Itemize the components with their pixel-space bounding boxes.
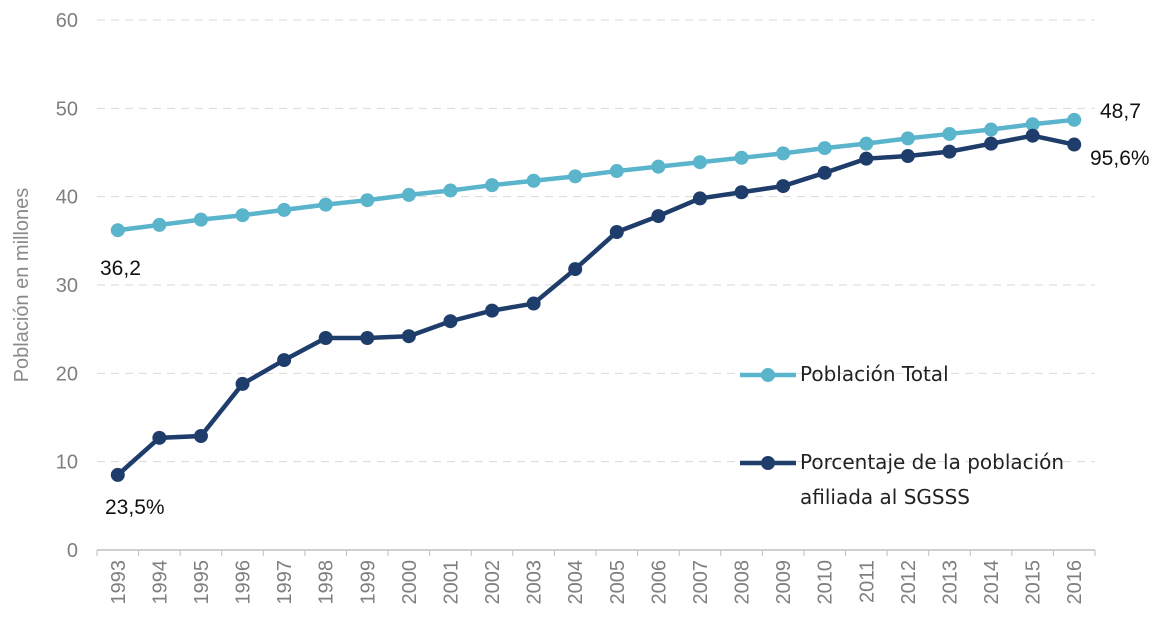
data-point bbox=[900, 131, 915, 146]
data-point bbox=[360, 193, 375, 208]
data-point bbox=[734, 185, 749, 200]
data-point bbox=[651, 209, 666, 224]
x-tick-label: 2012 bbox=[898, 560, 920, 605]
data-point bbox=[485, 178, 500, 193]
data-point bbox=[609, 225, 624, 239]
data-point bbox=[318, 197, 333, 212]
data-point bbox=[776, 179, 791, 194]
x-tick-label: 2016 bbox=[1064, 560, 1086, 605]
annotation: 48,7 bbox=[1100, 100, 1141, 123]
data-point bbox=[1025, 128, 1040, 143]
data-point bbox=[443, 183, 458, 198]
x-tick-label: 2009 bbox=[773, 560, 795, 605]
x-tick-label: 1994 bbox=[149, 560, 171, 605]
data-point bbox=[817, 141, 832, 156]
x-tick-label: 2007 bbox=[690, 560, 712, 605]
y-tick-label: 20 bbox=[56, 363, 78, 385]
x-tick-label: 2001 bbox=[440, 560, 462, 605]
x-tick-label: 2005 bbox=[607, 560, 629, 605]
data-point bbox=[235, 208, 250, 223]
y-axis-label: Población en millones bbox=[11, 188, 33, 383]
data-point bbox=[526, 173, 541, 188]
data-point bbox=[110, 467, 125, 482]
y-tick-label: 30 bbox=[56, 275, 78, 297]
x-tick-label: 1999 bbox=[357, 560, 379, 605]
y-tick-label: 10 bbox=[56, 452, 78, 474]
legend-swatch bbox=[740, 368, 796, 382]
legend-item: Porcentaje de la población afiliada al S… bbox=[740, 445, 1110, 515]
x-tick-label: 2011 bbox=[856, 560, 878, 603]
x-tick-label: 2004 bbox=[565, 560, 587, 605]
data-point bbox=[235, 376, 250, 391]
y-tick-label: 60 bbox=[56, 10, 78, 32]
annotation: 23,5% bbox=[105, 496, 165, 519]
data-point bbox=[692, 191, 707, 206]
data-point bbox=[1067, 137, 1082, 152]
data-point bbox=[984, 122, 999, 137]
data-point bbox=[1067, 112, 1082, 127]
data-point bbox=[568, 169, 583, 184]
data-point bbox=[318, 331, 333, 345]
x-tick-label: 2000 bbox=[399, 560, 421, 605]
data-point bbox=[277, 202, 292, 217]
data-point bbox=[110, 223, 125, 238]
x-tick-label: 2008 bbox=[732, 560, 754, 605]
series-line bbox=[116, 133, 1075, 477]
y-tick-label: 0 bbox=[67, 540, 78, 562]
data-point bbox=[277, 353, 292, 368]
x-tick-label: 2013 bbox=[939, 560, 961, 605]
data-point bbox=[193, 212, 208, 227]
x-tick-label: 1997 bbox=[274, 560, 296, 605]
data-point bbox=[401, 187, 416, 202]
data-point bbox=[152, 217, 167, 232]
data-point bbox=[485, 303, 500, 318]
data-point bbox=[651, 159, 666, 174]
y-tick-label: 50 bbox=[56, 98, 78, 120]
data-point bbox=[984, 136, 999, 151]
annotation: 36,2 bbox=[100, 257, 141, 280]
data-point bbox=[152, 430, 167, 445]
data-point bbox=[360, 331, 375, 345]
data-point bbox=[526, 296, 541, 311]
x-tick-label: 1993 bbox=[108, 560, 130, 605]
data-point bbox=[568, 262, 583, 277]
data-point bbox=[401, 329, 416, 344]
x-tick-label: 2006 bbox=[648, 560, 670, 605]
data-point bbox=[900, 149, 915, 164]
series-line bbox=[117, 117, 1075, 233]
data-point bbox=[1025, 117, 1040, 132]
data-point bbox=[859, 136, 874, 151]
legend-item: Población Total bbox=[740, 357, 1110, 392]
y-tick-label: 40 bbox=[56, 187, 78, 209]
legend-label: Porcentaje de la población afiliada al S… bbox=[800, 450, 1065, 509]
x-tick-label: 2015 bbox=[1023, 560, 1045, 605]
data-point bbox=[817, 165, 832, 180]
data-point bbox=[942, 126, 957, 141]
x-tick-label: 2014 bbox=[981, 560, 1003, 605]
data-point bbox=[859, 151, 874, 166]
data-point bbox=[692, 155, 707, 170]
x-tick-label: 2002 bbox=[482, 560, 504, 605]
data-point bbox=[942, 144, 957, 159]
x-tick-label: 2003 bbox=[524, 560, 546, 605]
data-point bbox=[776, 146, 791, 161]
x-tick-label: 1995 bbox=[191, 560, 213, 605]
x-tick-label: 1996 bbox=[233, 560, 255, 605]
data-point bbox=[193, 429, 208, 444]
data-point bbox=[443, 314, 458, 329]
x-tick-label: 1998 bbox=[316, 560, 338, 605]
data-point bbox=[734, 150, 749, 165]
annotation: 95,6% bbox=[1090, 147, 1150, 170]
data-point bbox=[609, 164, 624, 179]
legend-swatch bbox=[740, 456, 796, 470]
x-tick-label: 2010 bbox=[815, 560, 837, 605]
legend-label: Población Total bbox=[800, 362, 949, 386]
